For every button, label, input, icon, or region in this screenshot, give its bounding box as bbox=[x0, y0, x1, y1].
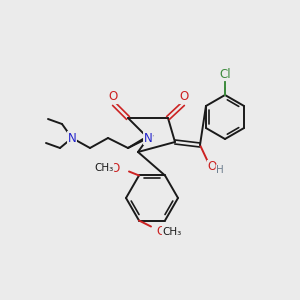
Text: O: O bbox=[179, 91, 189, 103]
Text: CH₃: CH₃ bbox=[162, 226, 182, 236]
Text: O: O bbox=[207, 160, 217, 173]
Text: O: O bbox=[108, 91, 118, 103]
Text: Cl: Cl bbox=[219, 68, 231, 80]
Text: N: N bbox=[68, 131, 76, 145]
Text: CH₃: CH₃ bbox=[94, 164, 114, 173]
Text: N: N bbox=[144, 131, 152, 145]
Text: O: O bbox=[110, 162, 120, 175]
Text: H: H bbox=[216, 165, 224, 175]
Text: O: O bbox=[156, 225, 166, 238]
